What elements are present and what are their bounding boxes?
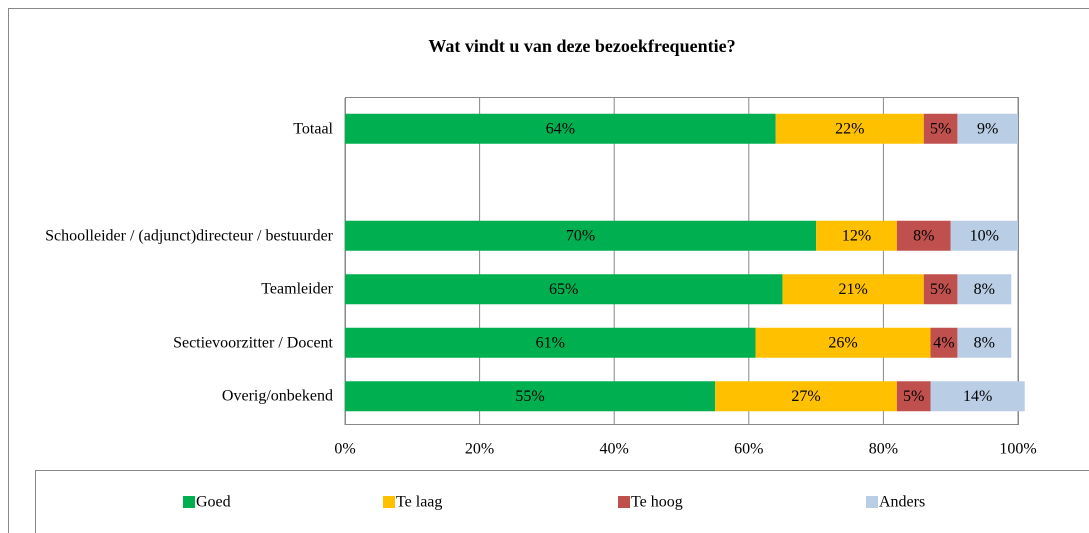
y-tick-label: Overig/onbekend xyxy=(221,387,333,405)
y-tick-label: Schoolleider / (adjunct)directeur / best… xyxy=(45,227,333,245)
bar-segment xyxy=(775,113,924,144)
bar-segment xyxy=(923,113,958,144)
bar-segment xyxy=(896,381,931,412)
data-label: 8% xyxy=(974,281,995,298)
data-label: 70% xyxy=(566,227,595,244)
legend-label: Goed xyxy=(196,494,231,511)
data-label: 27% xyxy=(791,388,820,405)
data-label: 55% xyxy=(515,388,544,405)
x-tick-label: 80% xyxy=(869,441,898,458)
y-tick-label: Totaal xyxy=(293,120,333,138)
bar-segment xyxy=(816,220,897,251)
data-label: 8% xyxy=(913,227,934,244)
legend-frame xyxy=(35,470,1089,533)
data-label: 22% xyxy=(835,120,864,137)
bar-segment xyxy=(930,381,1025,412)
bar-segment xyxy=(755,327,931,358)
data-label: 12% xyxy=(842,227,871,244)
data-label: 9% xyxy=(977,120,998,137)
legend-swatch xyxy=(183,496,195,508)
legend-swatch xyxy=(618,496,630,508)
bar-segment xyxy=(345,381,716,412)
bar-segment xyxy=(957,113,1018,144)
x-tick-label: 100% xyxy=(999,441,1036,458)
data-label: 65% xyxy=(549,281,578,298)
legend-label: Te hoog xyxy=(631,494,683,511)
x-tick-label: 20% xyxy=(465,441,494,458)
data-label: 8% xyxy=(974,334,995,351)
legend-swatch xyxy=(866,496,878,508)
plot-area xyxy=(345,97,1019,425)
y-tick-label: Teamleider xyxy=(261,280,333,298)
bar-segment xyxy=(930,327,958,358)
y-tick-label: Sectievoorzitter / Docent xyxy=(173,334,333,352)
chart-title: Wat vindt u van deze bezoekfrequentie? xyxy=(428,36,735,56)
data-label: 5% xyxy=(903,388,924,405)
bar-segment xyxy=(345,274,783,305)
bar-segment xyxy=(923,274,958,305)
data-label: 64% xyxy=(546,120,575,137)
legend-swatch xyxy=(383,496,395,508)
bar-segment xyxy=(715,381,897,412)
data-label: 14% xyxy=(963,388,992,405)
bar-segment xyxy=(782,274,924,305)
bar-segment xyxy=(957,274,1012,305)
data-label: 61% xyxy=(536,334,565,351)
data-label: 10% xyxy=(970,227,999,244)
chart-frame xyxy=(8,8,1089,533)
data-label: 4% xyxy=(933,334,954,351)
data-label: 26% xyxy=(828,334,857,351)
x-tick-label: 60% xyxy=(734,441,763,458)
bar-segment xyxy=(896,220,951,251)
x-tick-label: 0% xyxy=(334,441,355,458)
bar-segment xyxy=(957,327,1012,358)
bar-segment xyxy=(950,220,1018,251)
x-tick-label: 40% xyxy=(600,441,629,458)
bar-segment xyxy=(345,327,756,358)
bar-segment xyxy=(345,220,817,251)
bar-segment xyxy=(345,113,776,144)
data-label: 5% xyxy=(930,281,951,298)
data-label: 5% xyxy=(930,120,951,137)
legend-label: Anders xyxy=(879,494,925,511)
legend-label: Te laag xyxy=(396,494,442,511)
data-label: 21% xyxy=(838,281,867,298)
